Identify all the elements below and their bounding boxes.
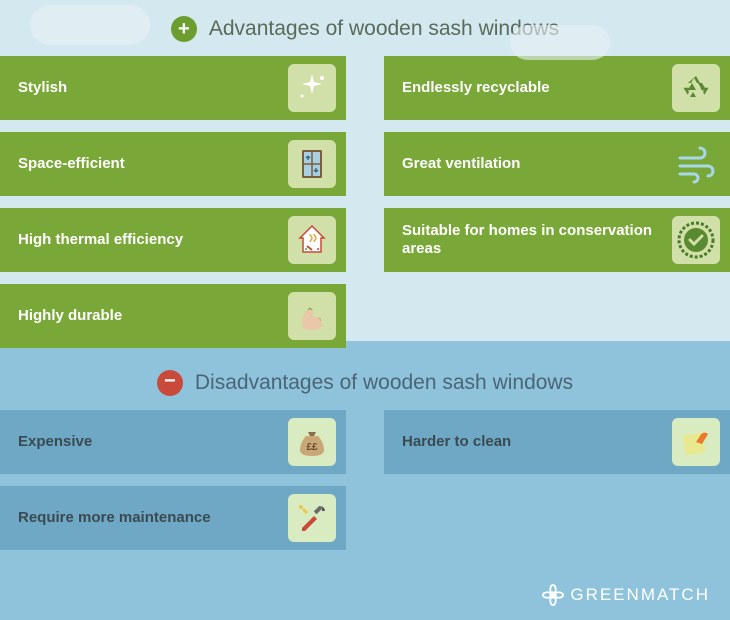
minus-badge-icon: − [157,370,183,396]
advantage-card: Suitable for homes in conservation areas [384,208,730,272]
disadvantage-label: Expensive [18,433,288,451]
plus-badge-icon: + [171,16,197,42]
advantage-card: Highly durable [0,284,346,348]
advantage-label: Endlessly recyclable [402,79,672,97]
advantage-label: Suitable for homes in conservation areas [402,222,672,258]
brand-logo: GREENMATCH [542,584,710,606]
tools-icon [288,494,336,542]
advantages-right-col: Endlessly recyclable Great ventilation S… [384,56,730,348]
check-seal-icon [672,216,720,264]
disadvantages-title: Disadvantages of wooden sash windows [195,371,573,395]
disadvantage-card: Expensive ££ [0,410,346,474]
cloud-decoration [30,5,150,45]
disadvantages-grid: Expensive ££ Require more maintenance Ha… [0,410,730,550]
disadvantage-label: Require more maintenance [18,509,288,527]
advantages-grid: Stylish Space-efficient High thermal eff… [0,56,730,348]
minus-symbol: − [164,370,176,393]
advantages-left-col: Stylish Space-efficient High thermal eff… [0,56,346,348]
house-heat-icon [288,216,336,264]
recycle-icon [672,64,720,112]
advantage-card: Space-efficient [0,132,346,196]
svg-text:££: ££ [306,442,318,453]
advantage-label: Highly durable [18,307,288,325]
brand-mark-icon [542,584,564,606]
cloud-decoration [510,25,610,60]
disadvantage-card: Harder to clean [384,410,730,474]
advantages-title: Advantages of wooden sash windows [209,17,559,41]
disadvantage-label: Harder to clean [402,433,672,451]
advantage-card: Stylish [0,56,346,120]
disadvantages-left-col: Expensive ££ Require more maintenance [0,410,346,550]
disadvantages-right-col: Harder to clean [384,410,730,550]
disadvantages-title-row: − Disadvantages of wooden sash windows [0,348,730,410]
advantage-label: Stylish [18,79,288,97]
advantage-label: High thermal efficiency [18,231,288,249]
brand-name: GREENMATCH [570,585,710,605]
advantage-card: Great ventilation [384,132,730,196]
advantage-card: Endlessly recyclable [384,56,730,120]
advantage-label: Great ventilation [402,155,672,173]
advantage-card: High thermal efficiency [0,208,346,272]
window-icon [288,140,336,188]
cleaning-icon [672,418,720,466]
disadvantage-card: Require more maintenance [0,486,346,550]
sparkle-icon [288,64,336,112]
wind-icon [672,140,720,188]
advantage-label: Space-efficient [18,155,288,173]
money-bag-icon: ££ [288,418,336,466]
muscle-icon [288,292,336,340]
plus-symbol: + [178,18,190,41]
